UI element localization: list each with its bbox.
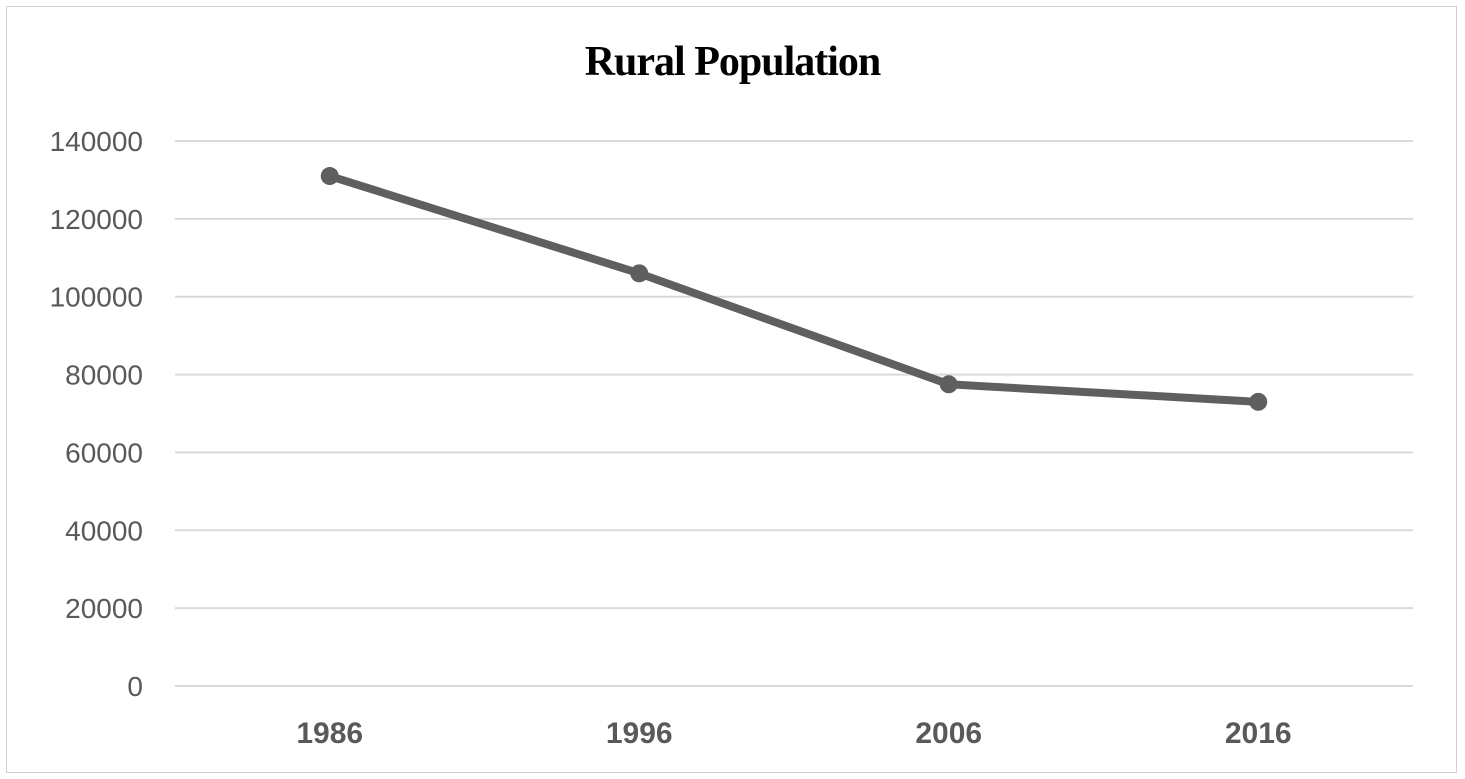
data-point <box>939 375 958 394</box>
data-point <box>320 167 339 186</box>
x-tick-label: 2016 <box>1225 717 1292 750</box>
x-tick-label: 1986 <box>296 717 363 750</box>
y-tick-label: 0 <box>127 671 143 702</box>
y-tick-label: 120000 <box>50 204 143 235</box>
chart-frame <box>6 6 1457 773</box>
series-line <box>325 172 1263 406</box>
x-tick-label: 1996 <box>606 717 673 750</box>
y-axis-ticks: 0 20000 40000 60000 80000 100000 120000 140000 <box>50 126 143 702</box>
y-tick-label: 100000 <box>50 282 143 313</box>
chart-title: Rural Population <box>584 39 882 85</box>
y-tick-label: 40000 <box>65 515 143 546</box>
y-tick-label: 140000 <box>50 126 143 157</box>
x-tick-label: 2006 <box>915 717 982 750</box>
y-tick-label: 20000 <box>65 593 143 624</box>
data-point <box>1249 392 1268 411</box>
x-axis-ticks: 1986 1996 2006 2016 <box>296 717 1291 750</box>
gridlines <box>175 140 1413 687</box>
series-group <box>320 167 1268 411</box>
y-tick-label: 80000 <box>65 360 143 391</box>
y-tick-label: 60000 <box>65 437 143 468</box>
data-point <box>630 264 649 283</box>
